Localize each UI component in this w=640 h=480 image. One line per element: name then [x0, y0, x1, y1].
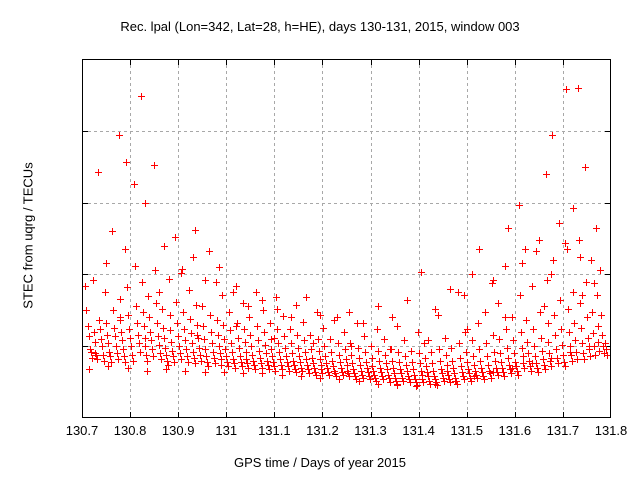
plot-area: [82, 59, 611, 418]
x-axis-label: GPS time / Days of year 2015: [234, 455, 406, 470]
x-tick-label: 131.2: [306, 423, 339, 438]
scatter-plot-canvas: [82, 59, 611, 418]
x-tick-label: 130.8: [113, 423, 147, 438]
x-tick-label: 130.9: [161, 423, 195, 438]
y-axis-label: STEC from uqrg / TECUs: [20, 162, 36, 309]
x-tick-label: 131.3: [354, 423, 387, 438]
x-tick-label: 131.4: [402, 423, 435, 438]
x-tick-label: 131.6: [498, 423, 532, 438]
page-title: Rec. lpal (Lon=342, Lat=28, h=HE), days …: [120, 19, 520, 34]
x-tick-label: 131.1: [258, 423, 291, 438]
x-tick-label: 131.8: [594, 423, 628, 438]
x-tick-label: 131.5: [450, 423, 483, 438]
x-tick-label: 131: [215, 423, 238, 438]
x-tick-label: 131.7: [546, 423, 580, 438]
x-tick-label: 130.7: [65, 423, 99, 438]
